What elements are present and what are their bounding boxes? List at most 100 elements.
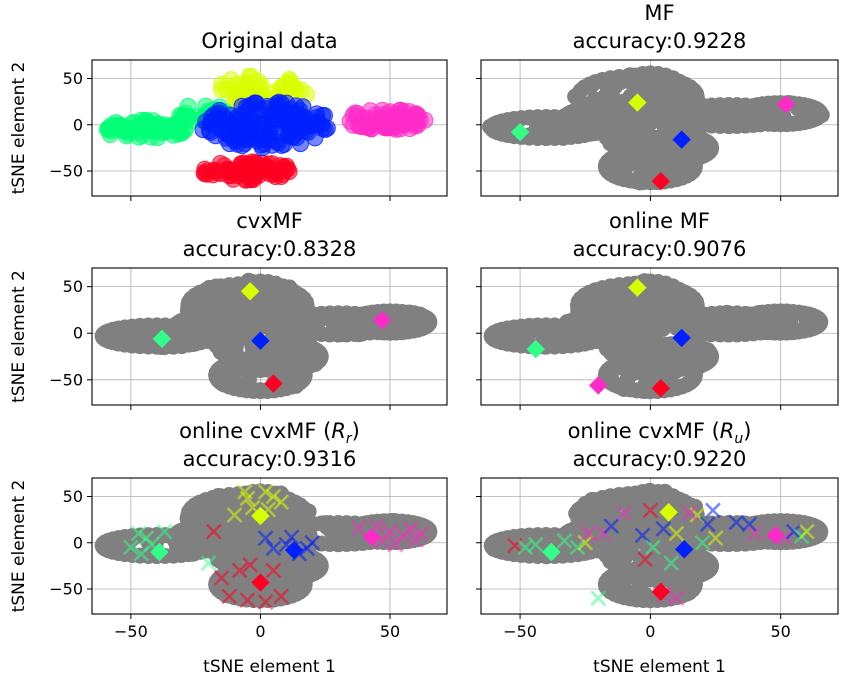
cross-marker bbox=[402, 521, 419, 537]
centroid-marker bbox=[284, 540, 304, 560]
data-point bbox=[171, 106, 189, 124]
data-point bbox=[242, 171, 260, 189]
axes-frame bbox=[480, 267, 839, 406]
data-point bbox=[252, 301, 269, 318]
data-point bbox=[266, 162, 284, 180]
cross-marker bbox=[200, 555, 217, 571]
cross-marker bbox=[663, 555, 680, 571]
y-tick-label: 50 bbox=[63, 277, 83, 296]
data-point bbox=[367, 106, 385, 124]
cross-marker bbox=[699, 516, 716, 533]
subplot-title: online MF bbox=[609, 209, 710, 233]
plot-area bbox=[94, 272, 438, 400]
subplot-title: MF bbox=[644, 1, 674, 25]
cross-marker bbox=[645, 539, 661, 556]
data-point bbox=[688, 300, 705, 317]
centroid-marker bbox=[675, 540, 694, 559]
y-tick-label: 0 bbox=[73, 324, 83, 343]
data-point bbox=[688, 92, 705, 109]
axes-frame bbox=[480, 59, 839, 197]
x-axis-label: tSNE element 1 bbox=[203, 657, 336, 676]
axes-frame bbox=[91, 267, 448, 406]
cross-marker bbox=[130, 525, 147, 542]
cross-marker bbox=[705, 502, 721, 519]
data-point bbox=[702, 350, 719, 367]
axes-frame bbox=[480, 477, 839, 615]
data-point bbox=[702, 559, 719, 576]
cross-marker bbox=[221, 588, 238, 605]
cross-marker bbox=[668, 590, 685, 607]
cross-marker bbox=[579, 525, 596, 542]
centroid-marker bbox=[510, 122, 530, 142]
data-point bbox=[407, 105, 425, 123]
data-point bbox=[312, 350, 329, 367]
data-point bbox=[218, 161, 236, 179]
cross-marker bbox=[387, 536, 404, 553]
subplot-title: online cvxMF (Rr) bbox=[179, 419, 360, 447]
cross-marker bbox=[205, 523, 222, 540]
data-point bbox=[308, 105, 326, 123]
cross-marker bbox=[413, 525, 429, 542]
data-point bbox=[420, 315, 437, 332]
cross-marker bbox=[694, 534, 711, 551]
data-point bbox=[129, 117, 147, 135]
plot-area bbox=[483, 482, 829, 609]
cross-marker bbox=[273, 494, 290, 510]
plot-area bbox=[94, 483, 438, 610]
y-tick-label: −50 bbox=[49, 580, 83, 599]
centroid-marker bbox=[659, 503, 678, 522]
centroid-marker bbox=[251, 331, 270, 350]
centroid-marker bbox=[251, 573, 270, 592]
cross-marker bbox=[265, 488, 282, 505]
x-axis-label: tSNE element 1 bbox=[593, 657, 726, 676]
cross-marker bbox=[239, 592, 256, 609]
x-tick-label: −50 bbox=[503, 622, 537, 641]
centroid-marker bbox=[651, 582, 671, 602]
centroid-marker bbox=[240, 282, 260, 301]
plot-area bbox=[98, 67, 434, 189]
centroid-marker bbox=[776, 95, 796, 114]
data-point bbox=[642, 298, 659, 315]
centroid-marker bbox=[264, 374, 283, 393]
centroid-marker bbox=[651, 171, 671, 191]
data-point bbox=[107, 114, 125, 132]
y-tick-label: −50 bbox=[49, 370, 83, 389]
subplot-subtitle: accuracy:0.9316 bbox=[183, 447, 357, 471]
cross-marker bbox=[603, 518, 620, 534]
data-point bbox=[702, 141, 719, 158]
data-point bbox=[811, 315, 828, 332]
cross-marker bbox=[351, 520, 367, 536]
data-point bbox=[217, 81, 235, 99]
cross-marker bbox=[728, 514, 745, 531]
cross-marker bbox=[213, 570, 230, 586]
data-point bbox=[217, 125, 235, 143]
y-tick-label: 0 bbox=[73, 115, 83, 134]
cross-marker bbox=[785, 523, 802, 540]
data-point bbox=[811, 107, 828, 124]
cross-marker bbox=[257, 594, 274, 610]
subplot-5: −50 0 50 50 0 −50 online cvxMF (Rr)accuracy:0.… bbox=[9, 419, 448, 676]
centroid-marker bbox=[373, 310, 392, 330]
centroid-marker bbox=[766, 526, 785, 545]
centroid-marker bbox=[628, 278, 647, 297]
cross-marker bbox=[265, 540, 282, 557]
data-point bbox=[287, 97, 305, 115]
centroid-marker bbox=[589, 376, 608, 395]
plot-area bbox=[483, 273, 829, 400]
cross-marker bbox=[668, 525, 685, 542]
cross-marker bbox=[527, 536, 544, 553]
x-tick-label: −50 bbox=[114, 622, 148, 641]
subplot-title: cvxMF bbox=[236, 209, 303, 233]
subplot-subtitle: accuracy:0.9228 bbox=[573, 29, 747, 53]
centroid-marker bbox=[526, 339, 545, 359]
cross-marker bbox=[637, 551, 654, 568]
cross-marker bbox=[133, 545, 150, 562]
centroid-marker bbox=[672, 328, 691, 348]
data-point bbox=[238, 74, 256, 92]
centroid-marker bbox=[362, 528, 382, 547]
centroid-marker bbox=[251, 506, 270, 526]
cross-marker bbox=[741, 516, 758, 533]
cross-marker bbox=[283, 529, 300, 546]
data-point bbox=[629, 499, 646, 516]
cross-marker bbox=[642, 502, 659, 519]
